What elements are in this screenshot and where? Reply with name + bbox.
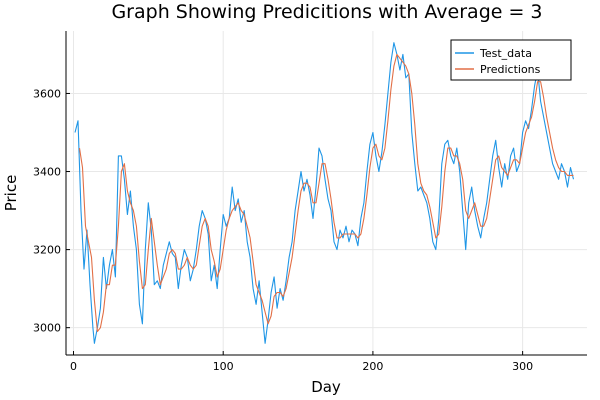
- legend-box: [450, 39, 572, 81]
- series-line-predictions: [78, 53, 574, 333]
- x-tick-label-3: 300: [512, 360, 533, 373]
- chart-title: Graph Showing Predicitions with Average …: [111, 1, 542, 23]
- y-axis-label: Price: [2, 175, 20, 212]
- x-axis-label: Day: [311, 378, 341, 396]
- x-tick-label-0: 0: [70, 360, 77, 373]
- x-tick-label-2: 200: [362, 360, 383, 373]
- axes-frame: [65, 31, 587, 356]
- series-line-test-data: [74, 42, 575, 344]
- tick-layer: 0 100 200 300 3000 3200 3400 3600: [33, 87, 533, 373]
- y-tick-label-1: 3200: [33, 244, 61, 257]
- legend: Test_data Predictions: [450, 39, 572, 81]
- y-tick-label-0: 3000: [33, 322, 61, 335]
- x-tick-label-1: 100: [213, 360, 234, 373]
- series-layer: [74, 42, 575, 344]
- legend-label-test-data: Test_data: [479, 47, 532, 60]
- y-tick-label-3: 3600: [33, 87, 61, 100]
- y-tick-label-2: 3400: [33, 166, 61, 179]
- legend-label-predictions: Predictions: [480, 63, 541, 76]
